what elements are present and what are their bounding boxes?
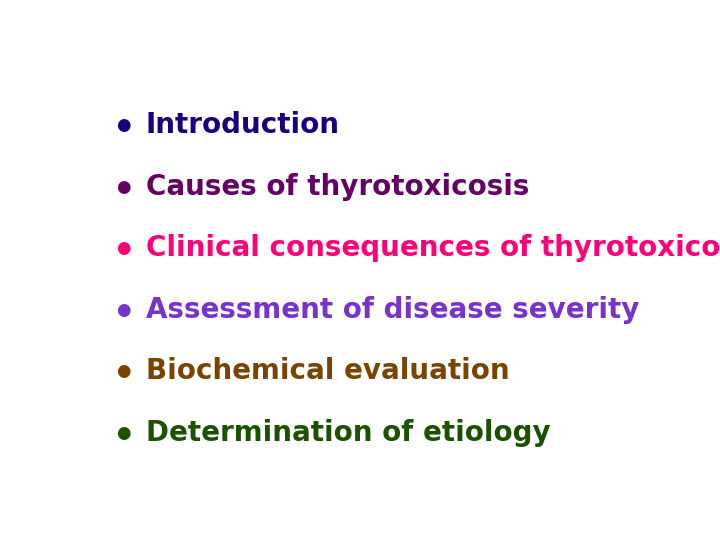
Text: ●: ●: [116, 116, 131, 134]
Text: Assessment of disease severity: Assessment of disease severity: [145, 296, 639, 323]
Text: Clinical consequences of thyrotoxicosis: Clinical consequences of thyrotoxicosis: [145, 234, 720, 262]
Text: ●: ●: [116, 239, 131, 257]
Text: ●: ●: [116, 424, 131, 442]
Text: Introduction: Introduction: [145, 111, 340, 139]
Text: ●: ●: [116, 362, 131, 380]
Text: Biochemical evaluation: Biochemical evaluation: [145, 357, 510, 385]
Text: ●: ●: [116, 178, 131, 195]
Text: ●: ●: [116, 301, 131, 319]
Text: Determination of etiology: Determination of etiology: [145, 419, 550, 447]
Text: Causes of thyrotoxicosis: Causes of thyrotoxicosis: [145, 173, 529, 201]
